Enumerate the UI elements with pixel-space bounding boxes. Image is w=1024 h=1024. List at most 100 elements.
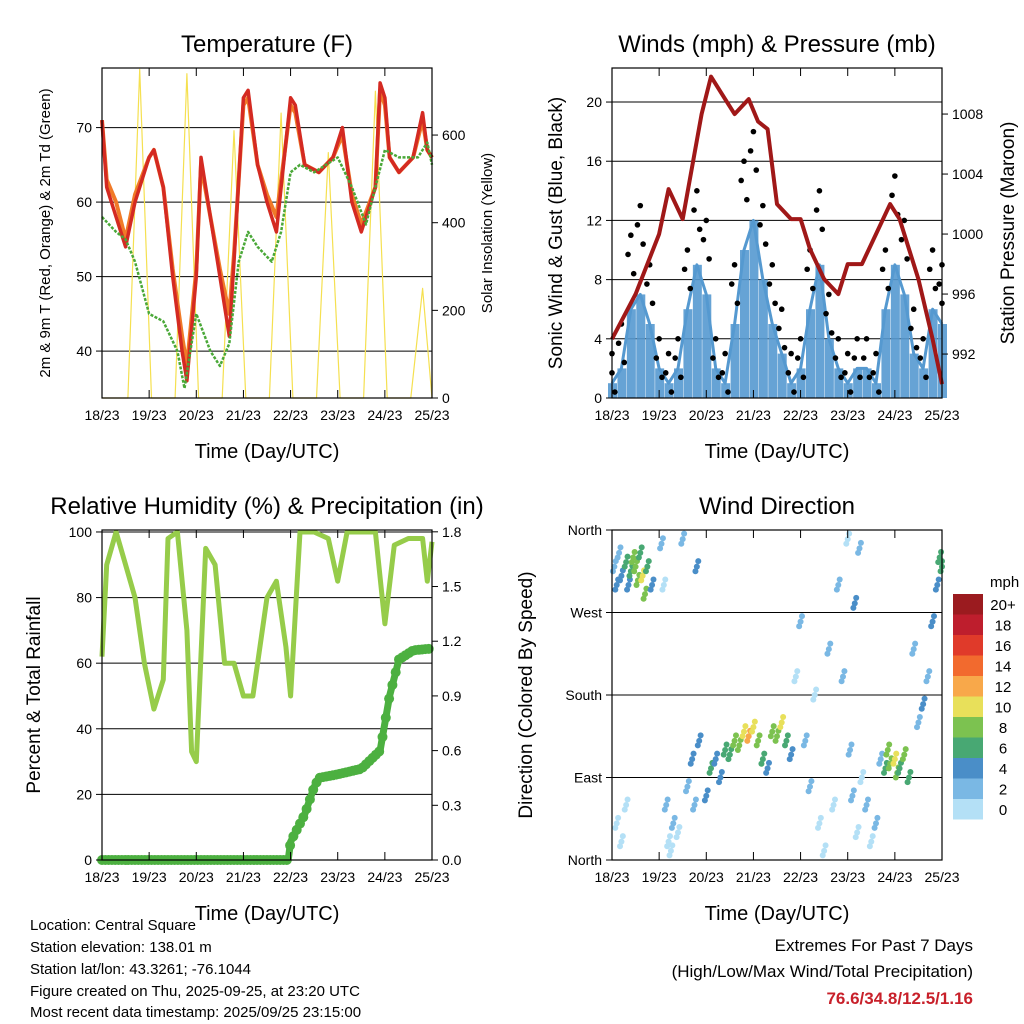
extremes-block: Extremes For Past 7 Days (High/Low/Max W… xyxy=(672,936,973,1008)
wind-direction-point xyxy=(723,741,730,748)
wind-direction-point xyxy=(690,750,697,757)
x-tick-label: 25/23 xyxy=(924,869,959,885)
wind-direction-point xyxy=(938,549,945,555)
wind-direction-point xyxy=(843,540,850,547)
wind-direction-point xyxy=(930,613,937,620)
gust-point xyxy=(832,355,839,361)
wind-direction-point xyxy=(777,724,784,731)
wind-direction-point xyxy=(915,719,922,726)
y2-tick-label: 0.6 xyxy=(442,743,462,759)
wind-direction-point xyxy=(819,852,826,859)
wind-direction-point xyxy=(609,568,616,575)
wind-direction-point xyxy=(703,792,710,799)
wind-direction-point xyxy=(763,769,770,776)
legend-swatch xyxy=(953,635,983,656)
gust-point xyxy=(741,158,747,165)
wind-direction-point xyxy=(732,732,739,739)
y-tick-label: 100 xyxy=(69,524,93,540)
plot-frame xyxy=(611,67,943,399)
wind-direction-point xyxy=(857,539,864,546)
wind-direction-point xyxy=(914,724,921,731)
solar-insolation-line xyxy=(102,68,433,399)
gust-point xyxy=(898,236,905,243)
wind-direction-point xyxy=(650,576,657,583)
sonic-wind-bar xyxy=(711,368,721,398)
y-tick-label: 12 xyxy=(586,212,602,228)
y2-axis-label: Station Pressure (Maroon) xyxy=(998,122,1019,345)
x-tick-label: 23/23 xyxy=(320,869,355,885)
wind-direction-point xyxy=(840,673,846,680)
wind-direction-point xyxy=(731,737,738,744)
station-info: Location: Central Square Station elevati… xyxy=(30,917,361,1021)
wind-direction-point xyxy=(860,769,867,775)
wind-direction-point xyxy=(637,549,644,556)
gust-point xyxy=(800,374,807,381)
gust-point xyxy=(920,336,926,342)
gust-point xyxy=(630,270,637,277)
wind-direction-point xyxy=(658,540,665,547)
wind-direction-point xyxy=(689,756,696,763)
recent-timestamp-text: Most recent data timestamp: 2025/09/25 2… xyxy=(30,1004,361,1021)
wind-direction-point xyxy=(638,577,645,584)
gust-point xyxy=(637,202,644,209)
y2-tick-label: 0.3 xyxy=(442,797,462,813)
y2-tick-label: 0.0 xyxy=(442,852,462,868)
legend-label: 20+ xyxy=(990,597,1016,614)
wind-direction-point xyxy=(934,582,941,588)
gust-point xyxy=(678,374,684,381)
wind-direction-point xyxy=(621,806,628,813)
gust-point xyxy=(778,306,785,313)
legend-label: 14 xyxy=(995,659,1012,676)
wind-direction-point xyxy=(669,842,676,849)
y-tick-label: West xyxy=(570,605,602,621)
wind-direction-point xyxy=(670,820,677,827)
gust-point xyxy=(703,217,710,224)
sonic-wind-bar xyxy=(692,264,702,398)
y2-tick-label: 992 xyxy=(952,346,976,362)
wind-direction-point xyxy=(714,750,721,757)
gust-point xyxy=(860,355,867,361)
wind-direction-point xyxy=(852,834,859,841)
wind-direction-point xyxy=(815,824,822,831)
wind-direction-point xyxy=(701,797,708,804)
legend-swatch xyxy=(953,594,983,615)
gust-point xyxy=(776,325,782,332)
gust-point xyxy=(649,300,656,307)
legend-label: 8 xyxy=(999,720,1007,737)
wind-direction-point xyxy=(690,806,697,813)
wind-direction-point xyxy=(778,719,785,726)
y-tick-label: 0 xyxy=(84,852,92,868)
wind-direction-point xyxy=(617,843,624,850)
rainfall-point xyxy=(423,643,434,654)
x-tick-label: 23/23 xyxy=(830,869,865,885)
gust-point xyxy=(722,350,728,357)
wind-direction-point xyxy=(632,563,639,570)
wind-direction-point xyxy=(850,787,857,794)
gust-point xyxy=(835,336,842,342)
wind-direction-point xyxy=(767,733,774,740)
wind-direction-point xyxy=(862,806,869,813)
x-tick-label: 19/23 xyxy=(132,407,167,423)
wind-direction-point xyxy=(858,774,865,781)
wind-direction-point xyxy=(661,806,668,813)
sonic-wind-bar xyxy=(626,309,636,398)
wind-direction-point xyxy=(614,554,621,561)
x-tick-label: 21/23 xyxy=(226,407,261,423)
wind-direction-point xyxy=(844,536,851,543)
gust-point xyxy=(804,266,810,273)
wind-direction-point xyxy=(805,788,812,795)
wind-direction-point xyxy=(711,760,718,767)
wind-direction-point xyxy=(813,686,820,693)
gust-point xyxy=(866,374,873,381)
wind-direction-point xyxy=(935,576,942,583)
plot-frame xyxy=(101,67,433,399)
gust-point xyxy=(628,232,634,239)
wind-direction-point xyxy=(645,558,652,565)
gust-point xyxy=(816,188,823,194)
sonic-wind-bar xyxy=(928,309,938,398)
wind-direction-point xyxy=(794,668,801,675)
wind-direction-point xyxy=(716,779,723,786)
gust-point xyxy=(696,226,703,233)
sonic-wind-line xyxy=(610,218,944,385)
wind-direction-point xyxy=(855,824,862,830)
